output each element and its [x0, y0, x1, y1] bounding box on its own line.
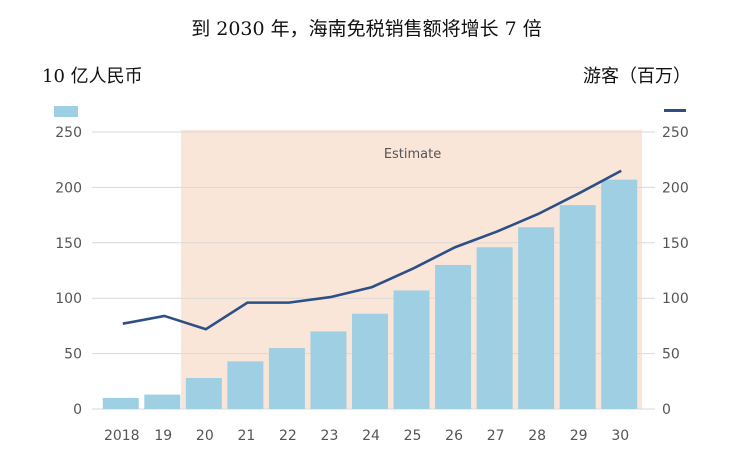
y-tick-right: 100: [662, 291, 689, 307]
x-tick-label: 30: [611, 428, 629, 444]
x-tick-label: 26: [445, 428, 463, 444]
y-tick-left: 150: [55, 236, 82, 252]
y-tick-left: 200: [55, 180, 82, 196]
x-tick-label: 22: [279, 428, 297, 444]
x-tick-label: 19: [154, 428, 172, 444]
y-tick-right: 0: [662, 402, 671, 418]
x-tick-label: 2018: [104, 428, 140, 444]
bar: [227, 361, 264, 409]
y-tick-left: 0: [73, 402, 82, 418]
x-tick-label: 27: [487, 428, 505, 444]
bar: [185, 377, 222, 409]
x-tick-label: 25: [404, 428, 422, 444]
chart-title: 到 2030 年，海南免税销售额将增长 7 倍: [191, 18, 542, 40]
y-tick-left: 250: [55, 125, 82, 141]
x-tick-label: 23: [321, 428, 339, 444]
bar: [518, 227, 555, 409]
bar: [310, 331, 347, 409]
bar: [352, 313, 388, 409]
bar: [393, 290, 430, 409]
x-tick-label: 20: [196, 428, 214, 444]
x-tick-label: 24: [362, 428, 380, 444]
bar: [476, 247, 513, 409]
visitors-line: [122, 169, 622, 331]
estimate-label: Estimate: [384, 147, 441, 162]
x-tick-label: 21: [237, 428, 255, 444]
bar: [601, 179, 638, 409]
x-tick-label: 28: [528, 428, 546, 444]
y-tick-right: 200: [662, 180, 689, 196]
y-tick-right: 250: [662, 125, 689, 141]
bar: [102, 397, 139, 409]
bar: [144, 394, 181, 409]
y-tick-right: 150: [662, 236, 689, 252]
right-axis-unit: 游客（百万）: [583, 66, 691, 87]
bar-legend-swatch: [54, 106, 78, 117]
y-tick-right: 50: [662, 347, 680, 363]
left-axis-unit: 10 亿人民币: [42, 66, 143, 87]
bar: [435, 264, 472, 409]
line-legend-swatch: [664, 109, 686, 112]
bar: [559, 205, 596, 409]
y-tick-left: 50: [64, 347, 82, 363]
x-tick-label: 29: [570, 428, 588, 444]
y-tick-left: 100: [55, 291, 82, 307]
bar: [268, 348, 305, 409]
